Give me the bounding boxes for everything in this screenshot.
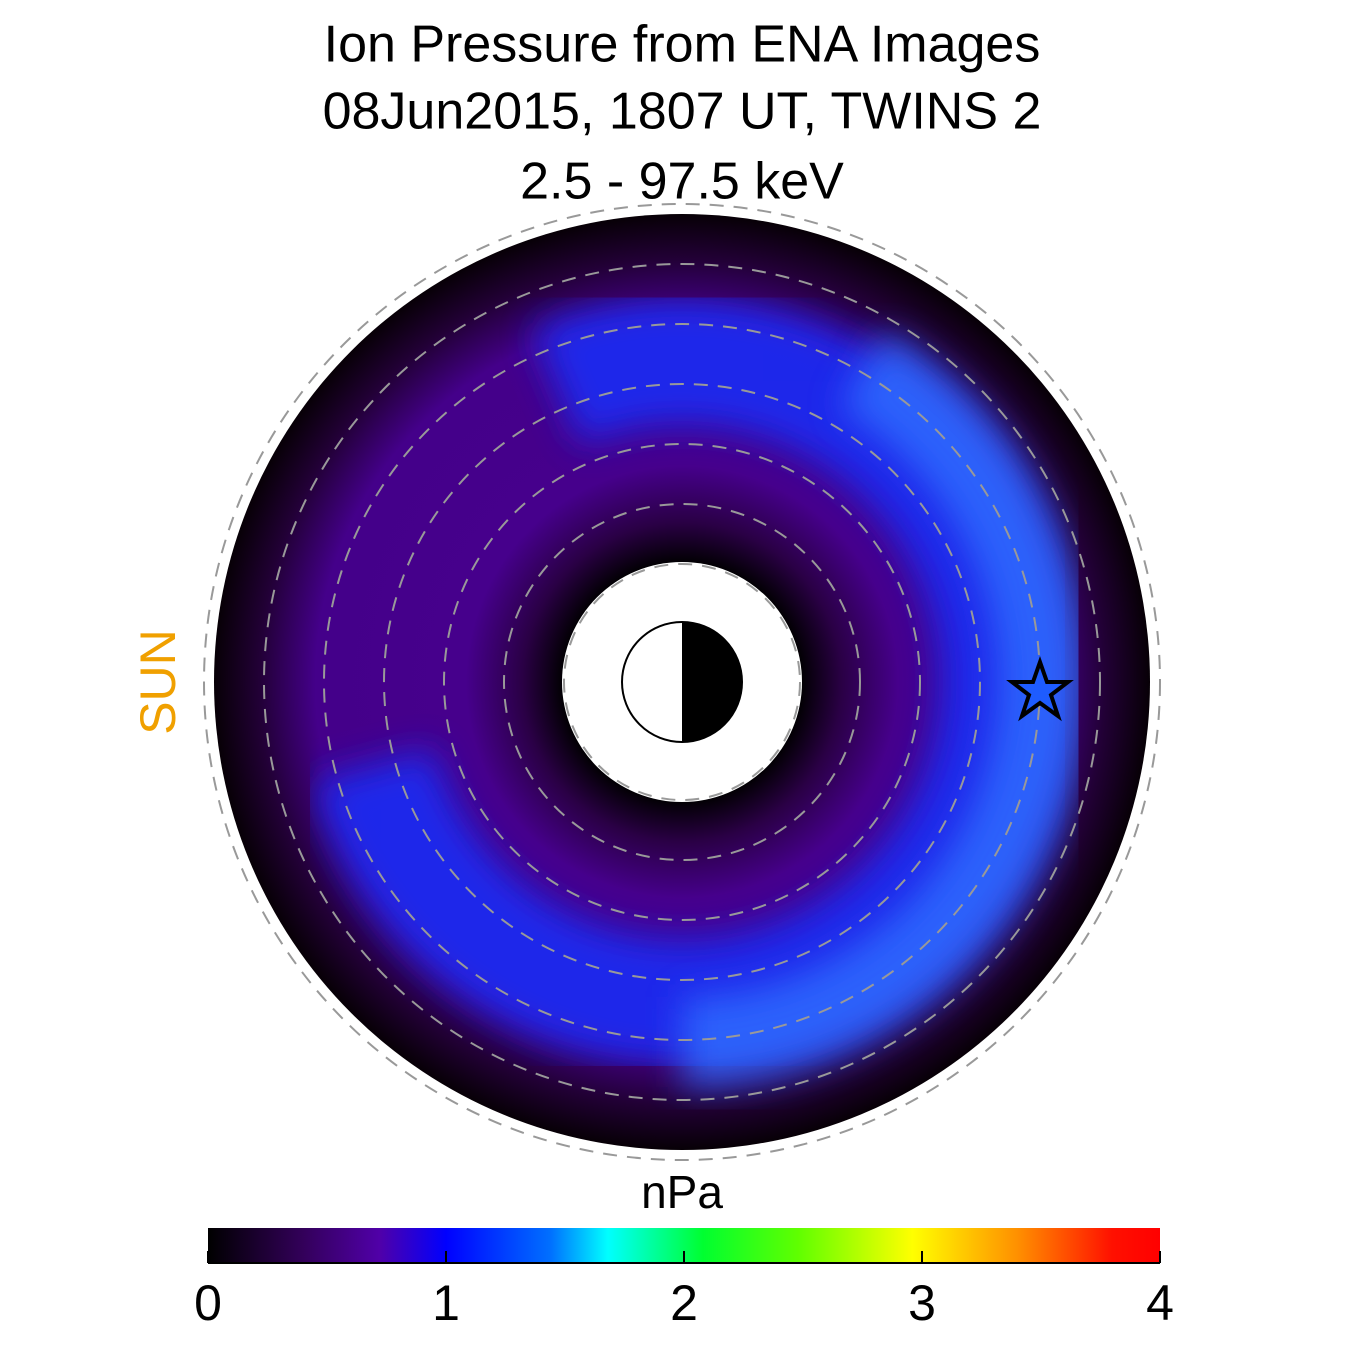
x-tick-label: 0 xyxy=(194,1275,222,1331)
x-tick-label: 2 xyxy=(670,1275,698,1331)
sun-label: SUN xyxy=(130,629,186,735)
x-tick-label: 3 xyxy=(908,1275,936,1331)
earth xyxy=(621,621,743,743)
crescent xyxy=(312,299,1088,1087)
colorbar-ticks: 0 1 2 3 4 xyxy=(194,1251,1174,1331)
title-line: 2.5 - 97.5 keV xyxy=(520,153,844,211)
x-tick-label: 1 xyxy=(432,1275,460,1331)
title: Ion Pressure from ENA Images 08Jun2015, … xyxy=(323,16,1042,211)
l-shells xyxy=(203,203,1161,1161)
title-line: Ion Pressure from ENA Images xyxy=(324,16,1041,74)
title-line: 08Jun2015, 1807 UT, TWINS 2 xyxy=(323,83,1042,141)
satellite-star xyxy=(1006,655,1074,722)
colorbar-label: nPa xyxy=(641,1166,723,1218)
x-tick-label: 4 xyxy=(1146,1275,1174,1331)
